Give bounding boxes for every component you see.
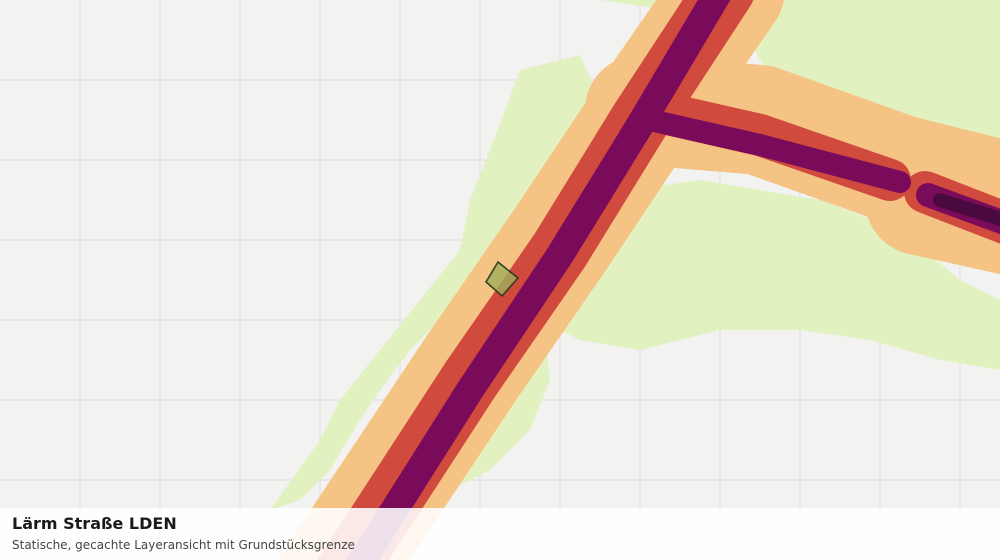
road-noise-bands	[279, 0, 1000, 560]
caption-panel: Lärm Straße LDEN Statische, gecachte Lay…	[0, 508, 1000, 560]
map-title: Lärm Straße LDEN	[12, 514, 177, 533]
parcel-boundary	[485, 260, 520, 298]
map-subtitle: Statische, gecachte Layeransicht mit Gru…	[12, 538, 355, 552]
